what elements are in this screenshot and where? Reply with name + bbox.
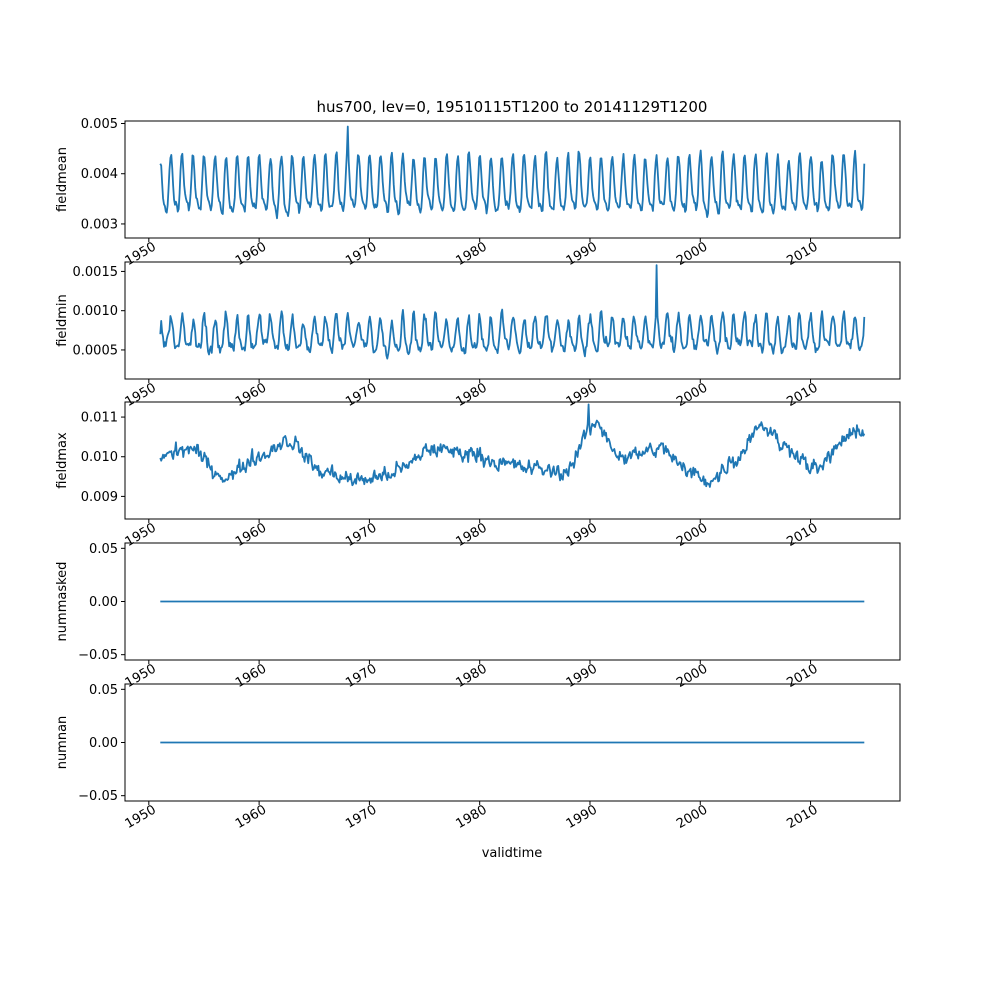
y-tick-label-fieldmin: 0.0010 <box>73 304 119 319</box>
y-tick-label-numnan: 0.05 <box>89 683 118 698</box>
y-tick-label-numnan: 0.00 <box>89 736 118 751</box>
y-tick-label-fieldmean: 0.005 <box>81 117 118 132</box>
axes-frame-fieldmax <box>124 401 901 520</box>
series-line-fieldmin <box>159 264 866 360</box>
y-tick-label-nummasked: 0.05 <box>89 542 118 557</box>
y-tick-label-numnan: −0.05 <box>78 789 118 804</box>
y-axis-label-fieldmin: fieldmin <box>55 294 70 347</box>
y-tick-label-nummasked: 0.00 <box>89 595 118 610</box>
series-line-fieldmean <box>159 125 866 220</box>
y-tick-label-fieldmin: 0.0015 <box>73 265 119 280</box>
y-tick-label-fieldmean: 0.003 <box>81 217 118 232</box>
y-tick-label-nummasked: −0.05 <box>78 648 118 663</box>
axes-frame-fieldmean <box>124 120 901 239</box>
y-tick-label-fieldmin: 0.0005 <box>73 343 119 358</box>
y-tick-label-fieldmean: 0.004 <box>81 167 118 182</box>
x-axis-label: validtime <box>482 846 543 861</box>
axes-frame-fieldmin <box>124 261 901 380</box>
series-line-fieldmax <box>159 403 866 488</box>
chart-title: hus700, lev=0, 19510115T1200 to 20141129… <box>317 98 708 116</box>
y-tick-label-fieldmax: 0.009 <box>81 490 118 505</box>
y-axis-label-nummasked: nummasked <box>55 562 70 642</box>
y-tick-label-fieldmax: 0.010 <box>81 450 118 465</box>
y-axis-label-numnan: numnan <box>55 716 70 770</box>
y-axis-label-fieldmean: fieldmean <box>55 147 70 212</box>
y-axis-label-fieldmax: fieldmax <box>55 432 70 489</box>
y-tick-label-fieldmax: 0.011 <box>81 411 118 426</box>
